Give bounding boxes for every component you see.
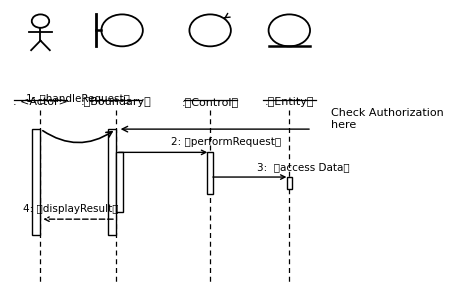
- Text: 3:  〈access Data〉: 3: 〈access Data〉: [257, 162, 350, 172]
- Text: 4: 〈displayResult〉: 4: 〈displayResult〉: [23, 204, 118, 214]
- Text: 1: 〈handleRequest〉: 1: 〈handleRequest〉: [26, 94, 130, 104]
- Bar: [287, 177, 292, 189]
- Text: :〈Boundary〉: :〈Boundary〉: [81, 97, 151, 107]
- Text: :〈Entity〉: :〈Entity〉: [265, 97, 314, 107]
- Text: : <Actor>: : <Actor>: [13, 97, 68, 107]
- Bar: [116, 152, 123, 212]
- Text: Check Authorization
here: Check Authorization here: [331, 108, 444, 130]
- Bar: [108, 129, 116, 235]
- Bar: [32, 129, 40, 235]
- Bar: [207, 152, 213, 194]
- Text: :〈Control〉: :〈Control〉: [182, 97, 238, 107]
- Text: 2: 〈performRequest〉: 2: 〈performRequest〉: [171, 137, 281, 147]
